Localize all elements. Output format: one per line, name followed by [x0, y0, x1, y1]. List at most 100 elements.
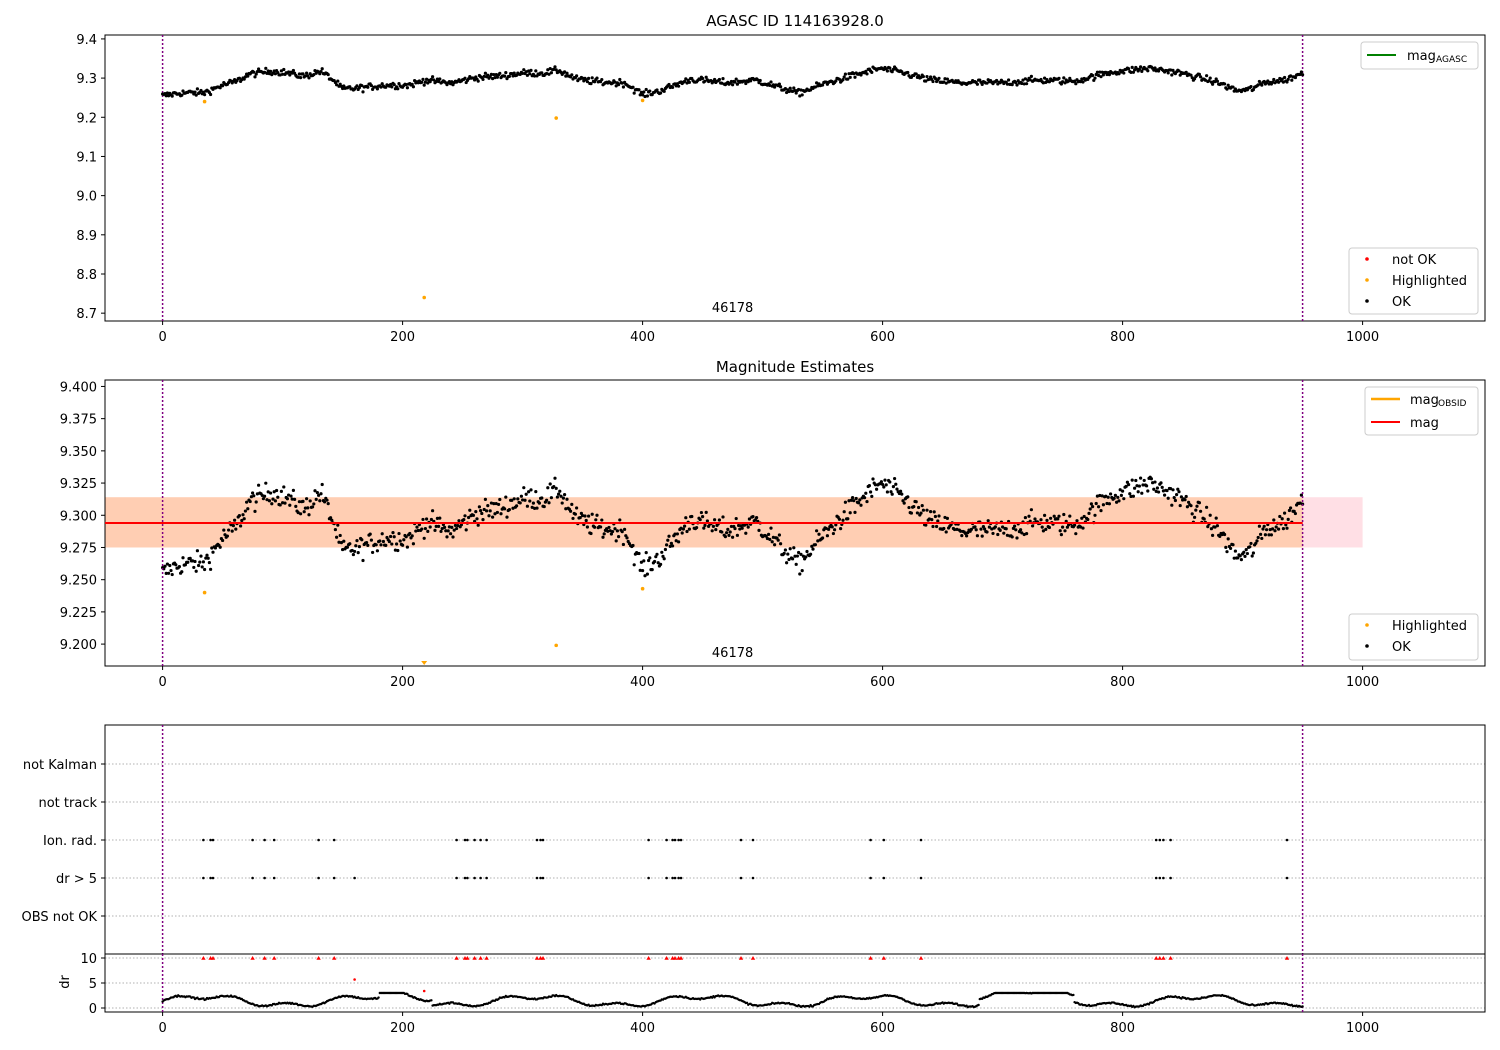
y-tick-label: 9.1 [76, 150, 97, 165]
dr-flag-point [539, 876, 542, 880]
ok-point [493, 76, 497, 80]
ok-point [354, 544, 358, 548]
ok-point [1052, 514, 1056, 518]
ok-point [265, 498, 269, 502]
ok-point [735, 82, 740, 86]
ok-point [199, 88, 203, 93]
ok-point [525, 73, 530, 77]
ok-point [193, 559, 197, 564]
obsid-label: 46178 [712, 646, 753, 661]
ok-point [837, 77, 842, 81]
ok-point [843, 72, 848, 76]
ok-point [1215, 79, 1219, 83]
ok-point [325, 498, 329, 502]
ok-point [667, 534, 671, 538]
ok-point [888, 480, 892, 484]
ok-point [1176, 487, 1180, 491]
ok-point [369, 84, 373, 88]
ok-point [1261, 527, 1265, 531]
ok-point [188, 556, 192, 560]
ok-point [740, 526, 744, 530]
ok-point [221, 84, 225, 88]
ion-rad-flag-point [209, 838, 212, 842]
ok-point [600, 518, 604, 522]
ok-point [1097, 505, 1101, 509]
ok-point [299, 512, 303, 516]
ok-point [1286, 77, 1290, 81]
y-tick-label: 9.375 [60, 413, 97, 428]
ok-point [488, 509, 492, 513]
ion-rad-flag-point [535, 838, 539, 842]
ok-point [312, 73, 316, 77]
highlighted-point [554, 643, 558, 648]
ok-point [637, 88, 641, 92]
ok-point [681, 527, 686, 531]
ok-point [1080, 77, 1084, 81]
ok-point [641, 568, 645, 573]
ok-point [786, 552, 790, 556]
dr-clipped-marker [678, 956, 684, 960]
ok-point [842, 75, 846, 79]
ok-point [1061, 80, 1065, 84]
ok-point [895, 487, 899, 491]
ok-point [983, 527, 987, 531]
ok-point [888, 66, 892, 70]
ok-point [296, 75, 300, 79]
ok-point [209, 92, 213, 97]
ok-point [167, 94, 171, 98]
ok-point [1119, 493, 1123, 497]
ok-point [1289, 74, 1293, 78]
ok-point [410, 82, 414, 86]
ok-point [319, 69, 323, 74]
ok-point [833, 528, 837, 532]
ok-point [1169, 68, 1173, 72]
ok-point [204, 556, 208, 560]
ok-point [792, 86, 796, 90]
ok-point [402, 538, 406, 542]
ok-point [193, 90, 197, 94]
ok-point [375, 87, 379, 91]
ok-point [524, 70, 528, 74]
ok-point [684, 77, 688, 81]
ok-point [290, 71, 294, 75]
ok-point [437, 524, 441, 528]
ok-point [1146, 489, 1150, 493]
ok-point [1061, 525, 1065, 529]
ok-point [873, 483, 878, 487]
ok-point [1131, 494, 1135, 498]
ok-point [915, 511, 920, 515]
ok-point [817, 532, 821, 536]
ok-point [931, 79, 935, 84]
ok-point [167, 571, 171, 575]
ok-point [1023, 515, 1027, 520]
ok-point [1124, 484, 1128, 488]
ok-point [290, 497, 294, 501]
ok-point [921, 74, 926, 79]
ok-point [625, 536, 629, 540]
dr-clipped-marker [332, 956, 337, 960]
ok-point [384, 543, 388, 548]
dr-flag-point [869, 876, 872, 880]
ok-point [337, 540, 341, 544]
ok-point [805, 549, 809, 554]
ok-point [1280, 517, 1284, 521]
ion-rad-flag-point [1285, 838, 1289, 842]
ok-point [794, 562, 798, 566]
ion-rad-flag-point [455, 838, 458, 842]
ok-point [1117, 72, 1121, 76]
dr-flag-point [1158, 876, 1162, 880]
ok-point [865, 499, 869, 504]
ok-point [1081, 80, 1085, 84]
ok-point [1231, 543, 1235, 547]
dr-clipped-marker [881, 956, 886, 960]
ok-point [565, 71, 569, 75]
ok-point [1020, 531, 1024, 535]
ok-point [739, 524, 743, 528]
legend-label: Highlighted [1392, 619, 1467, 634]
ok-point [195, 549, 199, 553]
ok-point [315, 490, 319, 495]
ok-point [207, 560, 211, 565]
ok-point [783, 548, 788, 552]
ok-point [1271, 80, 1275, 84]
ok-point [617, 535, 621, 539]
